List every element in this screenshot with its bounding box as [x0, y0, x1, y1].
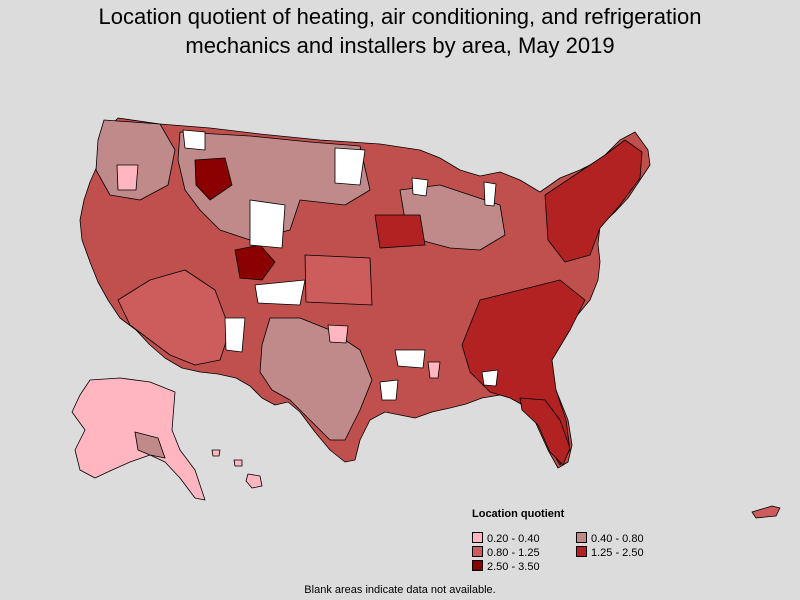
legend-title: Location quotient	[472, 508, 565, 520]
title-line-2: mechanics and installers by area, May 20…	[185, 33, 615, 58]
legend-item-1: 0.20 - 0.40	[472, 532, 540, 545]
legend-swatch-4	[576, 546, 587, 557]
light-oklahoma	[327, 324, 349, 344]
map-title: Location quotient of heating, air condit…	[0, 2, 800, 60]
legend-label-1: 0.20 - 0.40	[487, 533, 540, 545]
no-data-michigan	[483, 181, 497, 207]
legend-label-5: 2.50 - 3.50	[487, 561, 540, 573]
legend-label-4: 1.25 - 2.50	[591, 547, 644, 559]
region-northeast	[544, 139, 643, 263]
title-line-1: Location quotient of heating, air condit…	[98, 4, 702, 29]
no-data-montana	[182, 129, 206, 151]
legend-swatch-2	[576, 532, 587, 543]
legend-item-2: 0.40 - 0.80	[576, 532, 644, 545]
region-pacific-northwest	[95, 119, 176, 201]
no-data-colorado	[254, 279, 306, 306]
legend-item-3: 0.80 - 1.25	[472, 546, 540, 559]
no-data-new-mexico	[224, 317, 246, 353]
no-data-alabama	[481, 369, 499, 387]
hawaii-maui	[233, 459, 243, 467]
hawaii-island	[245, 473, 263, 489]
legend-swatch-5	[472, 560, 483, 571]
region-idaho-dark	[194, 157, 233, 201]
no-data-north-dakota	[334, 147, 366, 186]
region-southwest	[117, 269, 231, 366]
puerto-rico-region	[751, 505, 781, 519]
legend-swatch-1	[472, 532, 483, 543]
legend-item-5: 2.50 - 3.50	[472, 560, 540, 573]
light-idaho	[116, 164, 139, 191]
legend-label-3: 0.80 - 1.25	[487, 547, 540, 559]
light-mississippi	[427, 361, 441, 379]
region-rockies-plains	[177, 131, 371, 241]
alaska-south-region	[134, 431, 166, 459]
no-data-wisconsin	[411, 177, 429, 197]
region-iowa-dark	[374, 214, 426, 249]
footnote: Blank areas indicate data not available.	[304, 584, 496, 596]
legend-label-2: 0.40 - 0.80	[591, 533, 644, 545]
region-florida	[519, 397, 571, 466]
hawaii-oahu	[211, 449, 221, 457]
map-legend: Location quotient 0.20 - 0.40 0.40 - 0.8…	[470, 508, 770, 578]
no-data-louisiana	[379, 379, 399, 401]
no-data-arkansas	[394, 349, 426, 369]
no-data-wyoming	[249, 199, 286, 249]
legend-swatch-3	[472, 546, 483, 557]
legend-item-4: 1.25 - 2.50	[576, 546, 644, 559]
region-kansas	[304, 254, 373, 306]
